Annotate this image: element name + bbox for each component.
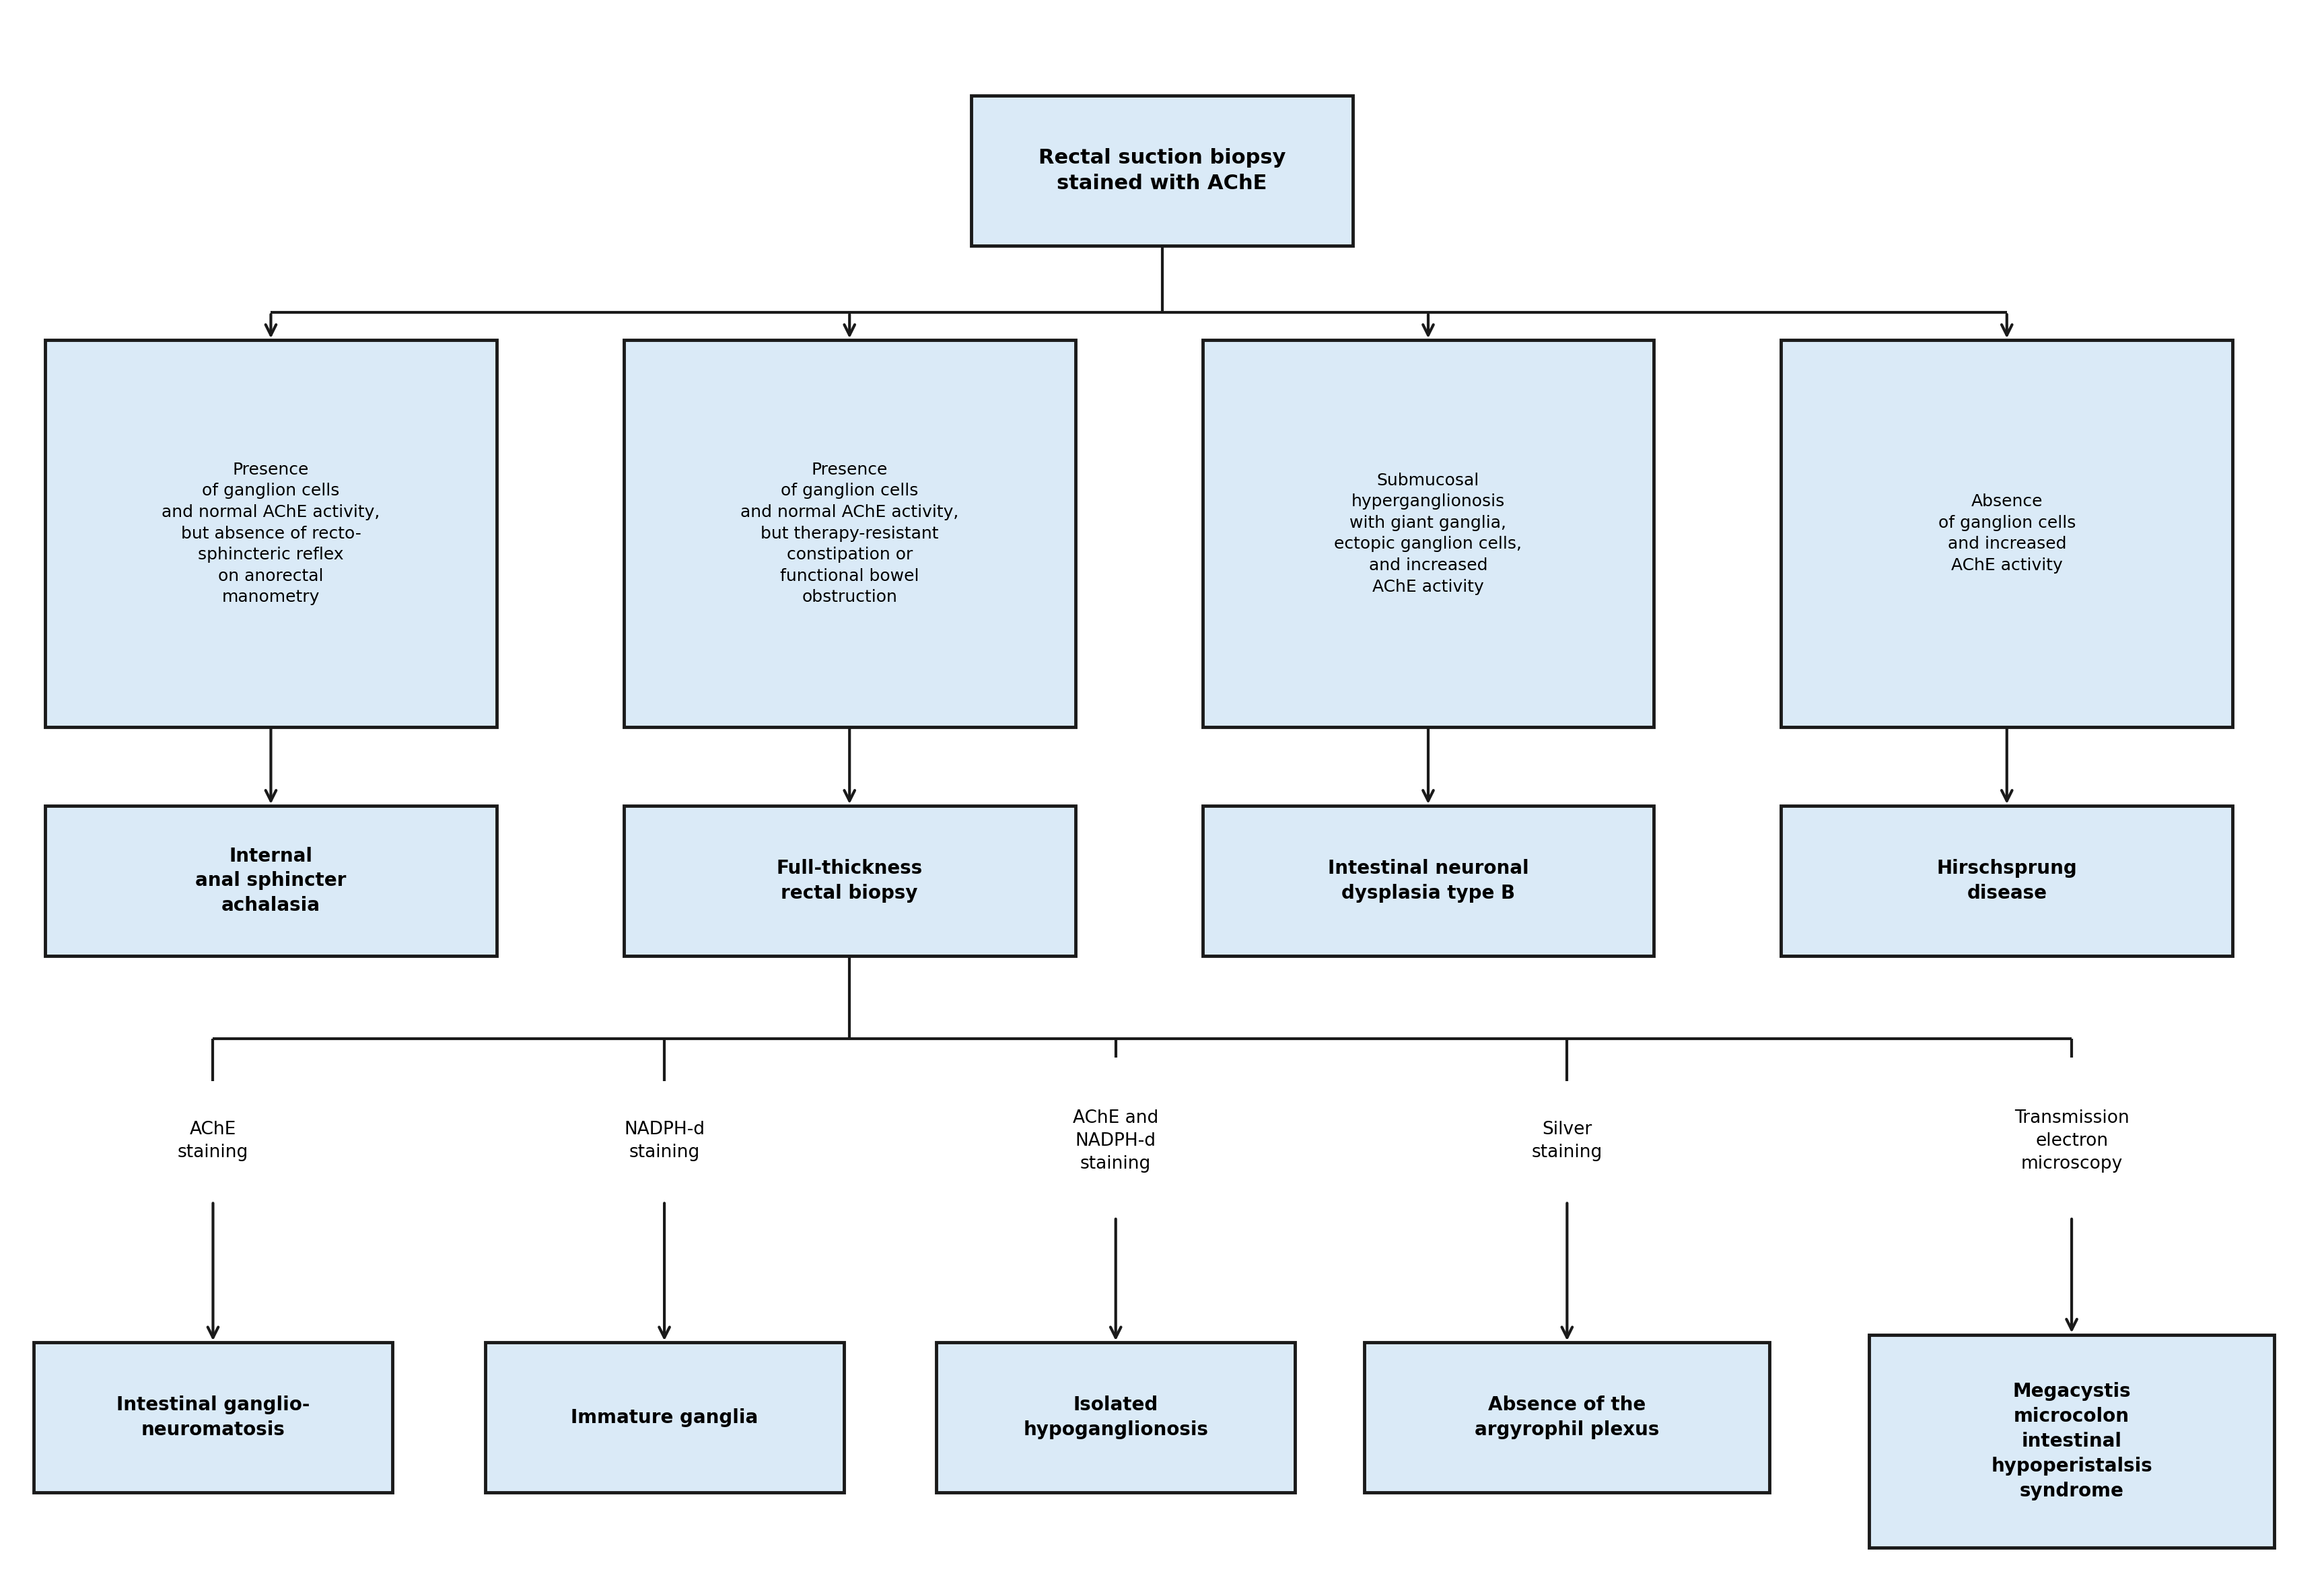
Text: Silver
staining: Silver staining <box>1532 1121 1604 1161</box>
Text: Transmission
electron
microscopy: Transmission electron microscopy <box>2015 1110 2129 1174</box>
FancyBboxPatch shape <box>1202 805 1655 956</box>
Text: Submucosal
hyperganglionosis
with giant ganglia,
ectopic ganglion cells,
and inc: Submucosal hyperganglionosis with giant … <box>1334 472 1522 596</box>
FancyBboxPatch shape <box>33 1342 393 1493</box>
Text: Hirschsprung
disease: Hirschsprung disease <box>1936 859 2078 902</box>
FancyBboxPatch shape <box>1780 340 2233 727</box>
Text: Intestinal neuronal
dysplasia type B: Intestinal neuronal dysplasia type B <box>1327 859 1529 902</box>
Text: Absence of the
argyrophil plexus: Absence of the argyrophil plexus <box>1476 1396 1659 1439</box>
Text: Presence
of ganglion cells
and normal AChE activity,
but therapy-resistant
const: Presence of ganglion cells and normal AC… <box>741 462 960 605</box>
Text: NADPH-d
staining: NADPH-d staining <box>623 1121 704 1161</box>
FancyBboxPatch shape <box>623 805 1076 956</box>
Text: Internal
anal sphincter
achalasia: Internal anal sphincter achalasia <box>195 846 346 915</box>
FancyBboxPatch shape <box>937 1342 1294 1493</box>
Text: AChE
staining: AChE staining <box>177 1121 249 1161</box>
FancyBboxPatch shape <box>486 1342 844 1493</box>
Text: Isolated
hypoganglionosis: Isolated hypoganglionosis <box>1023 1396 1208 1439</box>
FancyBboxPatch shape <box>1202 340 1655 727</box>
Text: Rectal suction biopsy
stained with AChE: Rectal suction biopsy stained with AChE <box>1039 148 1285 194</box>
Text: Presence
of ganglion cells
and normal AChE activity,
but absence of recto-
sphin: Presence of ganglion cells and normal AC… <box>163 462 381 605</box>
Text: Intestinal ganglio-
neuromatosis: Intestinal ganglio- neuromatosis <box>116 1396 309 1439</box>
Text: Full-thickness
rectal biopsy: Full-thickness rectal biopsy <box>776 859 923 902</box>
FancyBboxPatch shape <box>623 340 1076 727</box>
Text: Megacystis
microcolon
intestinal
hypoperistalsis
syndrome: Megacystis microcolon intestinal hypoper… <box>1992 1382 2152 1501</box>
FancyBboxPatch shape <box>44 805 497 956</box>
FancyBboxPatch shape <box>1780 805 2233 956</box>
Text: Immature ganglia: Immature ganglia <box>572 1409 758 1428</box>
FancyBboxPatch shape <box>971 95 1353 246</box>
FancyBboxPatch shape <box>1868 1334 2275 1548</box>
FancyBboxPatch shape <box>44 340 497 727</box>
Text: AChE and
NADPH-d
staining: AChE and NADPH-d staining <box>1074 1110 1160 1174</box>
FancyBboxPatch shape <box>1364 1342 1769 1493</box>
Text: Absence
of ganglion cells
and increased
AChE activity: Absence of ganglion cells and increased … <box>1938 494 2075 573</box>
